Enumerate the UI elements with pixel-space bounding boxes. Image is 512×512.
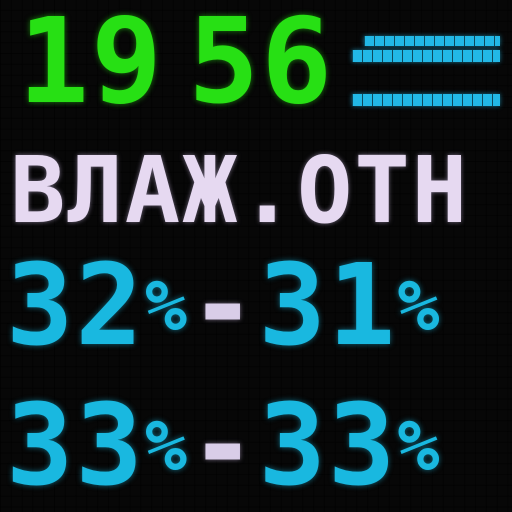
humidity-to: 31 bbox=[258, 246, 398, 366]
humidity-from-unit: % bbox=[144, 405, 190, 487]
humidity-row-1: 32% -31% bbox=[6, 246, 512, 366]
humidity-separator: - bbox=[189, 246, 259, 366]
humidity-from-unit: % bbox=[144, 265, 190, 347]
clock-minutes: 56 bbox=[188, 0, 335, 122]
cloud-icon bbox=[352, 10, 500, 116]
humidity-to-unit: % bbox=[397, 265, 442, 347]
humidity-separator: - bbox=[189, 386, 259, 506]
clock-hours: 19 bbox=[18, 0, 165, 122]
cloud-bar-middle bbox=[352, 50, 500, 62]
cloud-bar-bottom bbox=[352, 94, 500, 106]
humidity-to: 33 bbox=[258, 386, 398, 506]
clock-time: 19 56 bbox=[18, 0, 348, 122]
humidity-row-2: 33% -33% bbox=[6, 386, 512, 506]
humidity-to-unit: % bbox=[397, 405, 442, 487]
humidity-from: 33 bbox=[6, 386, 145, 506]
humidity-from: 32 bbox=[6, 246, 145, 366]
cloud-bar-top bbox=[364, 36, 500, 46]
humidity-label: ВЛАЖ.ОТН bbox=[10, 140, 470, 240]
